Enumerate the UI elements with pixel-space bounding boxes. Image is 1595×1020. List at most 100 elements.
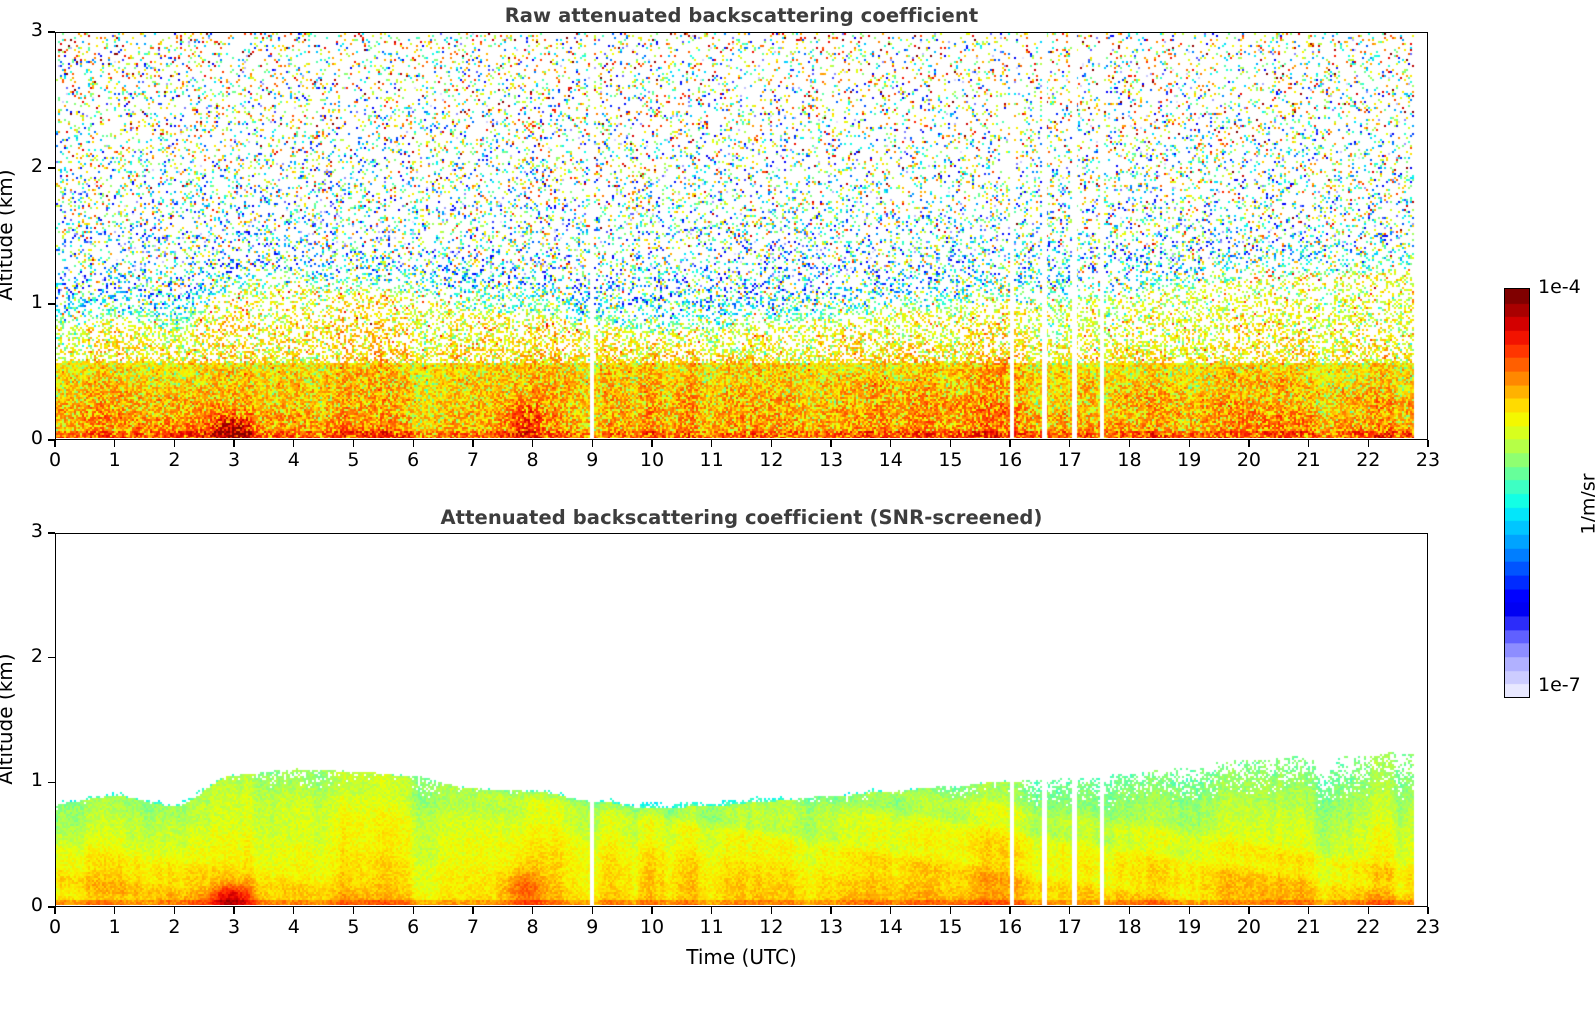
x-tick-mark <box>412 907 414 914</box>
x-tick-label: 21 <box>1296 916 1321 938</box>
y-tick-mark <box>48 31 55 33</box>
x-tick-mark <box>830 907 832 914</box>
x-tick-label: 0 <box>48 916 62 938</box>
x-tick-mark <box>890 440 892 447</box>
x-tick-label: 18 <box>1117 916 1142 938</box>
bottom-y-axis-label: Altitude (km) <box>0 653 17 785</box>
x-tick-label: 23 <box>1415 916 1441 938</box>
x-tick-label: 0 <box>48 449 62 471</box>
x-axis-label: Time (UTC) <box>686 945 797 969</box>
colorbar-unit-label: 1/m/sr <box>1577 473 1595 535</box>
x-tick-mark <box>233 440 235 447</box>
x-tick-label: 22 <box>1356 916 1381 938</box>
screened-backscatter-plot-area <box>55 533 1428 907</box>
x-tick-label: 11 <box>699 916 724 938</box>
y-tick-label: 3 <box>30 520 43 542</box>
y-tick-label: 2 <box>30 644 43 667</box>
x-tick-mark <box>173 907 176 914</box>
y-tick-mark <box>48 303 55 305</box>
x-tick-mark <box>233 907 235 914</box>
x-tick-label: 16 <box>998 916 1023 938</box>
top-y-axis-label: Altitude (km) <box>0 169 17 301</box>
x-tick-mark <box>949 907 952 914</box>
x-tick-mark <box>114 440 116 447</box>
top-panel-title: Raw attenuated backscattering coefficien… <box>504 4 979 27</box>
x-tick-mark <box>531 440 534 447</box>
x-tick-mark <box>352 440 355 447</box>
screened-backscatter-heatmap <box>56 534 1426 905</box>
colorbar-min-label: 1e-7 <box>1538 674 1581 696</box>
x-tick-mark <box>651 907 653 914</box>
x-tick-mark <box>1188 907 1190 914</box>
x-tick-label: 8 <box>526 916 539 938</box>
x-tick-label: 12 <box>759 916 784 938</box>
x-tick-label: 21 <box>1296 449 1321 471</box>
y-tick-mark <box>48 532 55 534</box>
raw-backscatter-plot-area <box>55 32 1428 440</box>
x-tick-mark <box>1009 907 1011 914</box>
x-tick-label: 3 <box>228 449 241 471</box>
y-tick-label: 2 <box>30 155 43 177</box>
x-tick-mark <box>591 907 593 914</box>
x-tick-label: 14 <box>878 916 903 938</box>
x-tick-label: 18 <box>1117 449 1142 471</box>
x-tick-mark <box>173 440 176 447</box>
x-tick-mark <box>1069 907 1071 914</box>
x-tick-mark <box>1248 440 1250 447</box>
x-tick-label: 17 <box>1057 916 1082 938</box>
colorbar: 1e-4 1e-7 <box>1504 276 1581 698</box>
x-tick-mark <box>472 440 474 447</box>
y-tick-label: 1 <box>30 291 43 313</box>
x-tick-label: 7 <box>466 449 479 471</box>
x-tick-label: 12 <box>759 449 784 471</box>
x-tick-label: 9 <box>586 449 599 471</box>
x-tick-mark <box>1009 440 1011 447</box>
x-tick-mark <box>352 907 355 914</box>
x-tick-label: 19 <box>1177 449 1202 471</box>
x-tick-label: 3 <box>228 916 241 938</box>
x-tick-label: 11 <box>699 449 724 471</box>
x-tick-mark <box>1427 907 1429 914</box>
x-tick-label: 13 <box>818 449 844 471</box>
x-tick-mark <box>412 440 414 447</box>
x-tick-mark <box>949 440 952 447</box>
x-tick-mark <box>651 440 653 447</box>
y-tick-label: 0 <box>30 894 43 916</box>
x-tick-label: 1 <box>108 449 121 471</box>
y-tick-label: 0 <box>30 427 43 449</box>
x-tick-label: 10 <box>639 449 665 471</box>
x-tick-label: 2 <box>168 916 181 938</box>
x-tick-label: 6 <box>407 449 420 471</box>
x-tick-label: 2 <box>168 449 181 471</box>
y-tick-mark <box>48 906 55 908</box>
x-tick-mark <box>114 907 116 914</box>
x-tick-label: 13 <box>818 916 844 938</box>
x-tick-label: 16 <box>998 449 1023 471</box>
x-tick-mark <box>711 907 713 914</box>
x-tick-mark <box>54 440 56 447</box>
colorbar-max-label: 1e-4 <box>1538 276 1581 298</box>
x-tick-label: 15 <box>938 916 963 938</box>
x-tick-label: 23 <box>1415 449 1441 471</box>
x-tick-label: 6 <box>407 916 420 938</box>
y-tick-mark <box>48 781 55 783</box>
x-tick-mark <box>890 907 892 914</box>
x-tick-label: 8 <box>526 449 539 471</box>
x-tick-label: 4 <box>287 449 300 471</box>
x-tick-mark <box>54 907 56 914</box>
x-tick-mark <box>1307 907 1310 914</box>
x-tick-mark <box>711 440 713 447</box>
x-tick-label: 5 <box>347 916 360 938</box>
x-tick-label: 14 <box>878 449 903 471</box>
x-tick-label: 17 <box>1057 449 1082 471</box>
x-tick-mark <box>1248 907 1250 914</box>
x-tick-mark <box>591 440 593 447</box>
x-tick-mark <box>830 440 832 447</box>
y-tick-label: 3 <box>30 19 43 41</box>
x-tick-mark <box>1128 907 1131 914</box>
x-tick-label: 9 <box>586 916 599 938</box>
bottom-panel-title: Attenuated backscattering coefficient (S… <box>440 506 1043 529</box>
y-tick-mark <box>48 439 55 441</box>
x-tick-mark <box>472 907 474 914</box>
